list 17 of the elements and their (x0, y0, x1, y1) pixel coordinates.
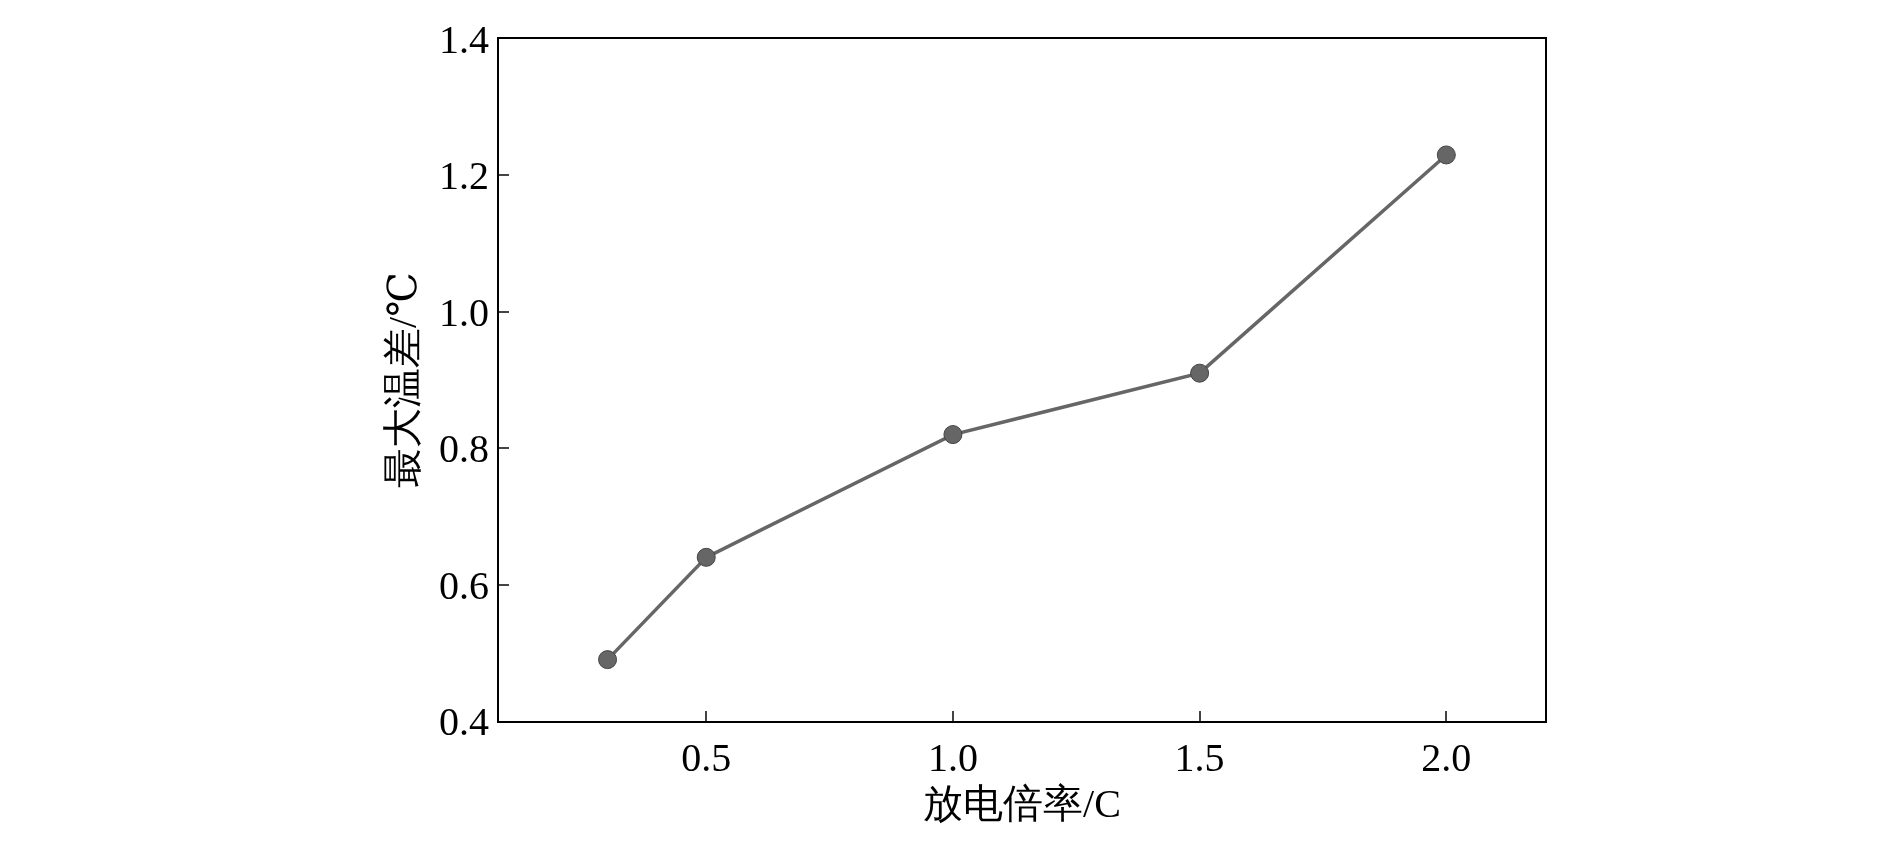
y-tick-label: 0.4 (439, 699, 489, 744)
point (1190, 363, 1210, 383)
point (943, 425, 963, 445)
point (1436, 145, 1456, 165)
y-axis-title: 最大温差/℃ (380, 272, 425, 488)
y-tick-label: 1.2 (439, 153, 489, 199)
point (696, 547, 716, 567)
x-tick-label: 1.0 (927, 735, 978, 780)
x-tick-label: 0.5 (681, 735, 732, 780)
y-tick-label: 0.6 (439, 562, 489, 608)
point (598, 650, 618, 670)
x-axis-title: 放电倍率/C (923, 781, 1121, 826)
y-tick-label: 1.4 (439, 17, 489, 62)
y-tick-label: 0.8 (439, 426, 489, 472)
x-tick-label: 2.0 (1421, 735, 1472, 780)
y-tick-label: 1.0 (439, 289, 489, 335)
x-tick-label: 1.5 (1174, 735, 1225, 780)
